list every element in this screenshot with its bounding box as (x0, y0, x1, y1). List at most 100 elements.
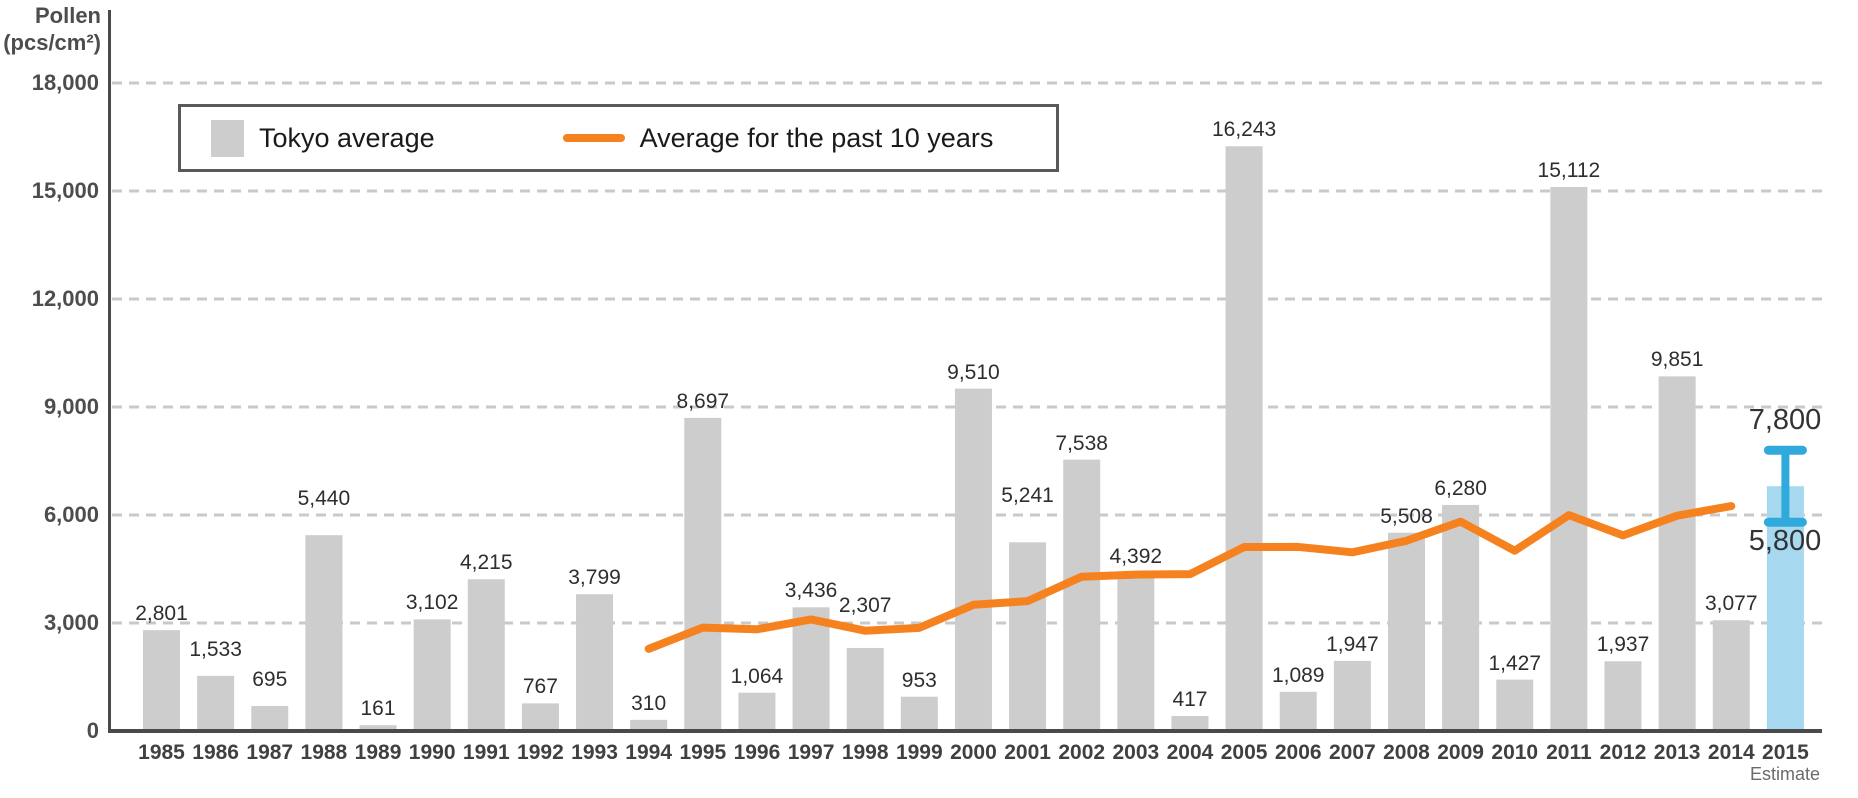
value-label-2004: 417 (1172, 687, 1208, 711)
value-label-1987: 695 (252, 667, 288, 691)
x-label-1991: 1991 (462, 741, 510, 764)
bar-2005 (1225, 146, 1263, 731)
bar-2013 (1658, 376, 1696, 731)
x-label-1992: 1992 (517, 741, 564, 764)
x-label-2005: 2005 (1220, 741, 1268, 764)
x-label-2011: 2011 (1546, 741, 1592, 764)
x-label-2003: 2003 (1112, 741, 1160, 764)
value-label-2009: 6,280 (1434, 476, 1487, 500)
bar-1997 (792, 607, 830, 731)
bar-1985 (143, 630, 180, 731)
value-label-2003: 4,392 (1109, 544, 1163, 568)
value-label-1985: 2,801 (135, 602, 188, 626)
x-label-1994: 1994 (625, 741, 673, 764)
x-label-2015: 2015 (1762, 741, 1809, 764)
x-axis-line (108, 729, 1822, 733)
bar-2009 (1442, 504, 1480, 731)
bar-2015 (1766, 486, 1804, 731)
y-tick-9,000: 9,000 (43, 394, 99, 419)
legend-bar-swatch-icon (211, 119, 244, 157)
value-label-2007: 1,947 (1326, 632, 1379, 656)
legend-line-swatch-icon (562, 134, 625, 142)
x-label-2013: 2013 (1653, 741, 1701, 764)
value-label-2000: 9,510 (947, 360, 1000, 384)
bar-2007 (1333, 660, 1371, 731)
x-label-2014: 2014 (1707, 741, 1755, 764)
x-label-2010: 2010 (1491, 741, 1539, 764)
x-label-2006: 2006 (1274, 741, 1322, 764)
bar-2014 (1712, 620, 1750, 731)
x-label-2000: 2000 (950, 741, 997, 764)
bar-2011 (1550, 186, 1588, 731)
x-label-1985: 1985 (138, 741, 185, 764)
bar-2010 (1496, 679, 1534, 731)
x-label-2009: 2009 (1437, 741, 1484, 764)
bar-1991 (467, 579, 505, 731)
value-label-2005: 16,243 (1211, 118, 1277, 142)
x-label-2012: 2012 (1599, 741, 1647, 764)
bar-2003 (1117, 572, 1155, 731)
x-label-1997: 1997 (787, 741, 835, 764)
bar-1989 (359, 725, 397, 731)
value-label-2010: 1,427 (1488, 651, 1542, 675)
y-axis-title-line1: Pollen (34, 3, 101, 28)
x-label-2008: 2008 (1383, 741, 1430, 764)
y-axis-line (108, 10, 111, 733)
value-label-1991: 4,215 (459, 551, 513, 575)
value-label-1992: 767 (522, 675, 558, 699)
bar-1996 (738, 692, 776, 731)
x-label-1990: 1990 (408, 741, 456, 764)
value-label-1986: 1,533 (189, 637, 242, 661)
value-label-1988: 5,440 (297, 487, 351, 511)
bar-1986 (197, 675, 235, 731)
x-label-1988: 1988 (300, 741, 348, 764)
bar-1995 (684, 417, 722, 731)
bar-2002 (1063, 459, 1101, 731)
legend: Tokyo average Average for the past 10 ye… (178, 104, 1059, 172)
bar-1999 (900, 696, 938, 731)
x-label-2007: 2007 (1329, 741, 1376, 764)
bar-1993 (576, 594, 614, 731)
x-label-1996: 1996 (733, 741, 781, 764)
value-label-1989: 161 (360, 697, 396, 721)
bar-1992 (521, 703, 559, 731)
y-tick-0: 0 (86, 718, 99, 743)
x-label-1995: 1995 (679, 741, 727, 764)
bar-2001 (1009, 542, 1047, 731)
trend-line (644, 502, 1736, 653)
estimate-high-label: 7,800 (1748, 404, 1822, 436)
y-tick-3,000: 3,000 (43, 610, 99, 635)
value-label-1994: 310 (631, 691, 667, 715)
y-axis-title-line2: (pcs/cm²) (3, 30, 101, 55)
x-label-1999: 1999 (895, 741, 943, 764)
legend-line-label: Average for the past 10 years (639, 122, 994, 153)
value-label-1998: 2,307 (838, 593, 892, 617)
bar-1994 (630, 719, 668, 731)
x-label-2001: 2001 (1004, 741, 1051, 764)
bar-2000 (954, 388, 992, 731)
bar-1990 (413, 619, 451, 731)
x-label-1989: 1989 (354, 741, 402, 764)
x-label-1998: 1998 (841, 741, 889, 764)
legend-bar-label: Tokyo average (259, 122, 435, 153)
value-label-2001: 5,241 (1001, 484, 1054, 508)
bar-2008 (1387, 532, 1425, 731)
value-label-1990: 3,102 (405, 591, 459, 615)
estimate-low-label: 5,800 (1748, 525, 1822, 557)
y-tick-12,000: 12,000 (31, 286, 99, 311)
value-label-2011: 15,112 (1537, 158, 1601, 182)
value-label-2002: 7,538 (1055, 431, 1108, 455)
x-label-2004: 2004 (1166, 741, 1214, 764)
y-axis-title: Pollen (pcs/cm²) (0, 2, 101, 56)
value-label-1993: 3,799 (568, 566, 621, 590)
bar-1998 (846, 647, 884, 731)
x-label-1986: 1986 (192, 741, 239, 764)
y-tick-15,000: 15,000 (31, 178, 99, 203)
value-label-2013: 9,851 (1650, 348, 1704, 372)
value-label-2008: 5,508 (1380, 504, 1433, 528)
estimate-note: Estimate (1749, 764, 1821, 784)
value-label-2012: 1,937 (1596, 633, 1650, 657)
y-tick-18,000: 18,000 (31, 70, 99, 95)
